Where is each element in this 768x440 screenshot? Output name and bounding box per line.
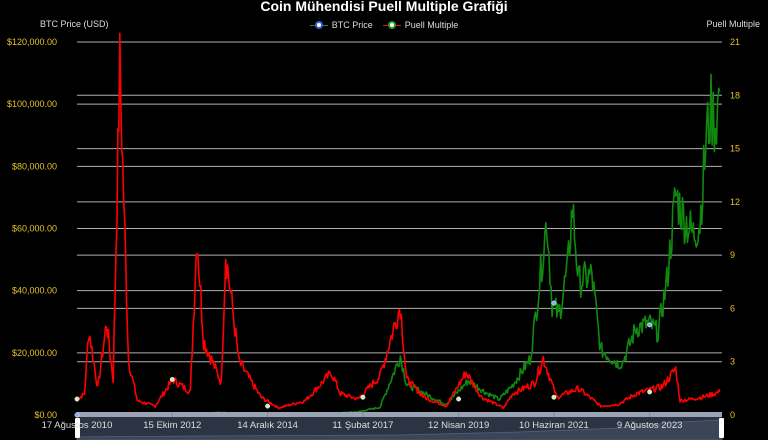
right-axis-tick: 21 bbox=[730, 37, 740, 47]
x-axis-tick: 11 Şubat 2017 bbox=[332, 420, 393, 431]
right-axis-tick: 15 bbox=[730, 144, 740, 154]
left-axis-tick: $0.00 bbox=[34, 410, 57, 420]
data-point-marker[interactable] bbox=[647, 389, 653, 395]
left-axis-title: BTC Price (USD) bbox=[40, 19, 109, 29]
data-point-marker[interactable] bbox=[551, 394, 557, 400]
btc-price-line[interactable] bbox=[75, 73, 721, 416]
right-axis-tick: 3 bbox=[730, 357, 735, 367]
data-point-marker[interactable] bbox=[647, 322, 653, 328]
puell-multiple-line[interactable] bbox=[75, 32, 721, 410]
x-axis-tick: 9 Ağustos 2023 bbox=[617, 420, 683, 431]
right-axis-tick: 12 bbox=[730, 197, 740, 207]
right-axis-tick: 9 bbox=[730, 250, 735, 260]
chart-title: Coin Mühendisi Puell Multiple Grafiği bbox=[260, 0, 508, 14]
x-axis-tick: 12 Nisan 2019 bbox=[428, 420, 489, 431]
navigator-right-handle[interactable] bbox=[719, 418, 724, 438]
left-axis-tick: $20,000.00 bbox=[12, 348, 57, 358]
legend-item-puell-multiple[interactable]: Puell Multiple bbox=[382, 20, 459, 30]
left-axis-tick: $120,000.00 bbox=[7, 37, 57, 47]
data-point-marker[interactable] bbox=[360, 394, 366, 400]
x-axis-tick: 14 Aralık 2014 bbox=[237, 420, 298, 431]
left-axis-tick: $40,000.00 bbox=[12, 286, 57, 296]
data-point-marker[interactable] bbox=[74, 396, 80, 402]
legend: BTC Price Puell Multiple bbox=[0, 20, 768, 30]
left-axis-tick: $80,000.00 bbox=[12, 161, 57, 171]
data-point-marker[interactable] bbox=[456, 396, 462, 402]
legend-item-btc-price[interactable]: BTC Price bbox=[309, 20, 373, 30]
right-axis-tick: 0 bbox=[730, 410, 735, 420]
right-axis-title: Puell Multiple bbox=[706, 19, 760, 29]
x-axis-tick: 17 Ağustos 2010 bbox=[42, 420, 113, 431]
data-point-marker[interactable] bbox=[74, 412, 80, 418]
navigator-series bbox=[76, 419, 723, 440]
left-axis-tick: $60,000.00 bbox=[12, 224, 57, 234]
right-axis-tick: 18 bbox=[730, 90, 740, 100]
left-axis-tick: $100,000.00 bbox=[7, 99, 57, 109]
puell-legend-marker-icon bbox=[382, 21, 401, 29]
x-axis-tick: 10 Haziran 2021 bbox=[519, 420, 589, 431]
data-point-marker[interactable] bbox=[265, 403, 271, 409]
navigator-left-handle[interactable] bbox=[75, 418, 80, 438]
btc-legend-marker-icon bbox=[309, 21, 328, 29]
x-axis-bar bbox=[77, 412, 722, 417]
data-point-marker[interactable] bbox=[551, 300, 557, 306]
legend-label: Puell Multiple bbox=[404, 20, 459, 30]
x-axis-tick: 15 Ekim 2012 bbox=[143, 420, 201, 431]
data-point-marker[interactable] bbox=[169, 377, 175, 382]
right-axis-tick: 6 bbox=[730, 303, 735, 313]
legend-label: BTC Price bbox=[331, 20, 373, 30]
